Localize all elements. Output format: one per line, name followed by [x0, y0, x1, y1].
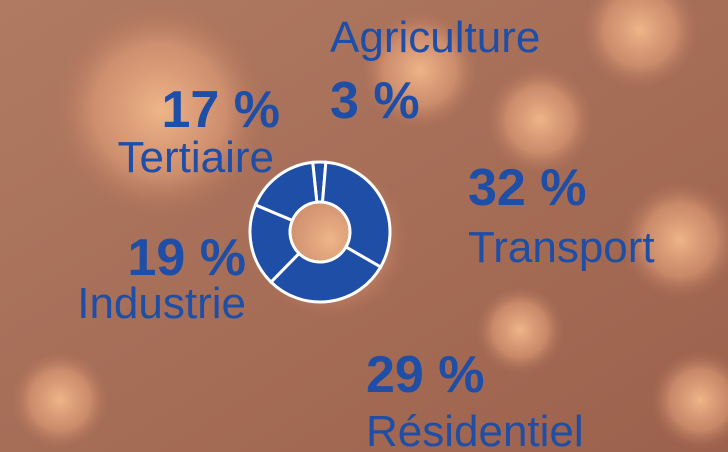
category-label: Agriculture: [330, 13, 540, 62]
category-label: Tertiaire: [118, 133, 275, 182]
value-label: 32 %: [468, 159, 587, 217]
category-label: Résidentiel: [366, 407, 584, 452]
category-label: Industrie: [77, 279, 246, 328]
category-label: Transport: [468, 223, 655, 272]
chart: 3 % Agriculture 32 % Transport 29 %Résidenti…: [0, 0, 728, 452]
value-label: 17 %: [161, 81, 280, 139]
value-label: 29 %: [366, 346, 485, 404]
value-label: 3 %: [330, 72, 420, 130]
